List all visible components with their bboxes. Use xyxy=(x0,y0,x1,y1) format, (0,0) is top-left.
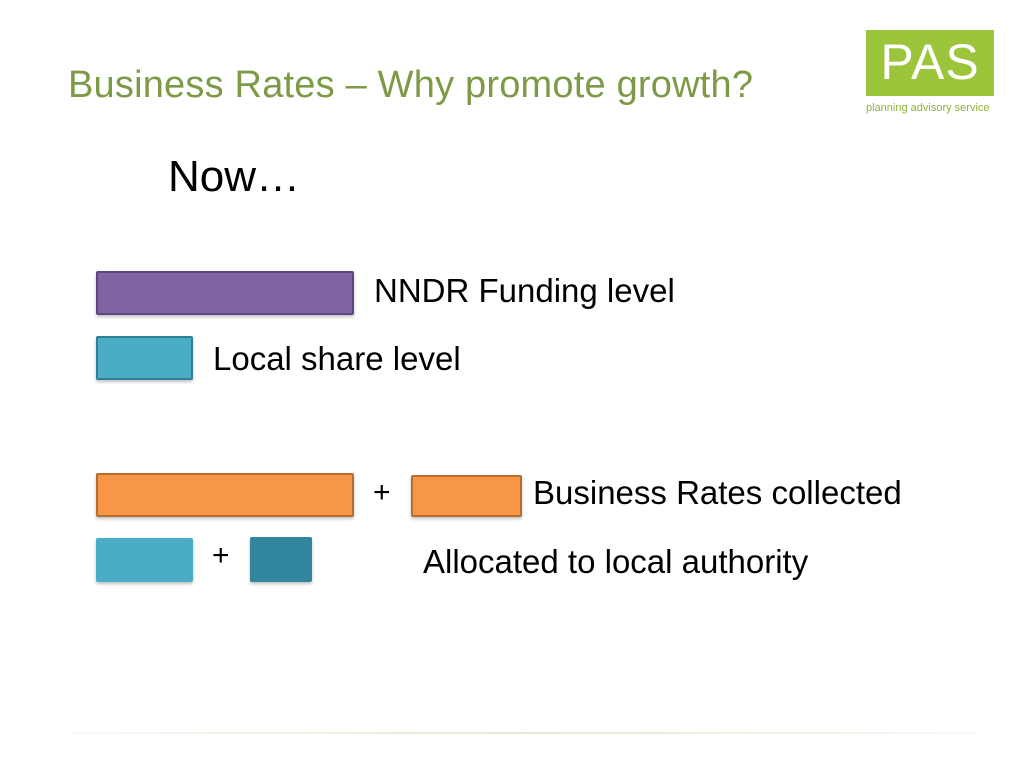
nndr-funding-bar xyxy=(96,271,354,315)
allocated-to-local-authority-label: Allocated to local authority xyxy=(423,543,809,580)
plus-sign-row1: + xyxy=(373,476,391,509)
business-rates-bar-growth xyxy=(411,475,522,517)
logo-letters: PAS xyxy=(880,34,980,90)
business-rates-collected-label: Business Rates collected xyxy=(533,474,902,511)
subheading: Now… xyxy=(168,152,301,201)
business-rates-bar-base xyxy=(96,473,354,517)
allocated-bar-growth xyxy=(250,537,312,582)
allocated-bar-base xyxy=(96,538,193,582)
logo-box xyxy=(866,30,994,96)
slide-title: Business Rates – Why promote growth? xyxy=(68,64,754,106)
local-share-bar xyxy=(96,336,193,380)
local-share-label: Local share level xyxy=(213,340,461,377)
footer-divider xyxy=(72,732,978,734)
plus-sign-row2: + xyxy=(212,539,230,572)
nndr-funding-label: NNDR Funding level xyxy=(374,272,675,309)
logo-tagline: planning advisory service xyxy=(866,102,990,114)
pas-logo: PAS planning advisory service xyxy=(866,30,1006,120)
